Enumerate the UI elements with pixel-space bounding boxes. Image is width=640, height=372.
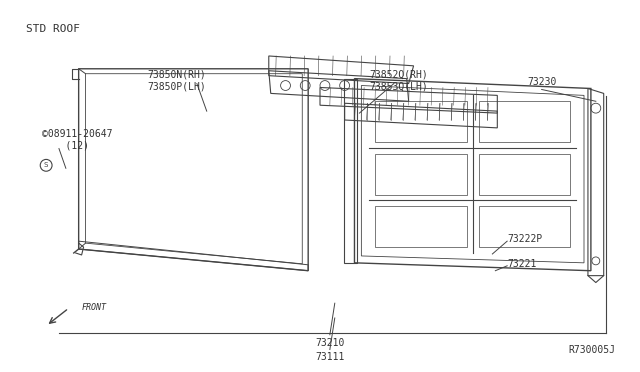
Text: FRONT: FRONT (82, 303, 107, 312)
Text: 73222P: 73222P (507, 234, 543, 244)
Text: S: S (44, 162, 49, 168)
Text: 73221: 73221 (507, 259, 536, 269)
Text: 73210: 73210 (315, 338, 344, 348)
Text: 73111: 73111 (315, 353, 344, 362)
Text: 73852Q(RH)
73853Q(LH): 73852Q(RH) 73853Q(LH) (369, 70, 428, 92)
Text: ©08911-20647
    (12): ©08911-20647 (12) (42, 129, 113, 150)
Text: 73230: 73230 (527, 77, 556, 87)
Text: STD ROOF: STD ROOF (26, 25, 81, 35)
Text: 73850N(RH)
73850P(LH): 73850N(RH) 73850P(LH) (148, 70, 206, 92)
Text: R730005J: R730005J (568, 346, 616, 355)
